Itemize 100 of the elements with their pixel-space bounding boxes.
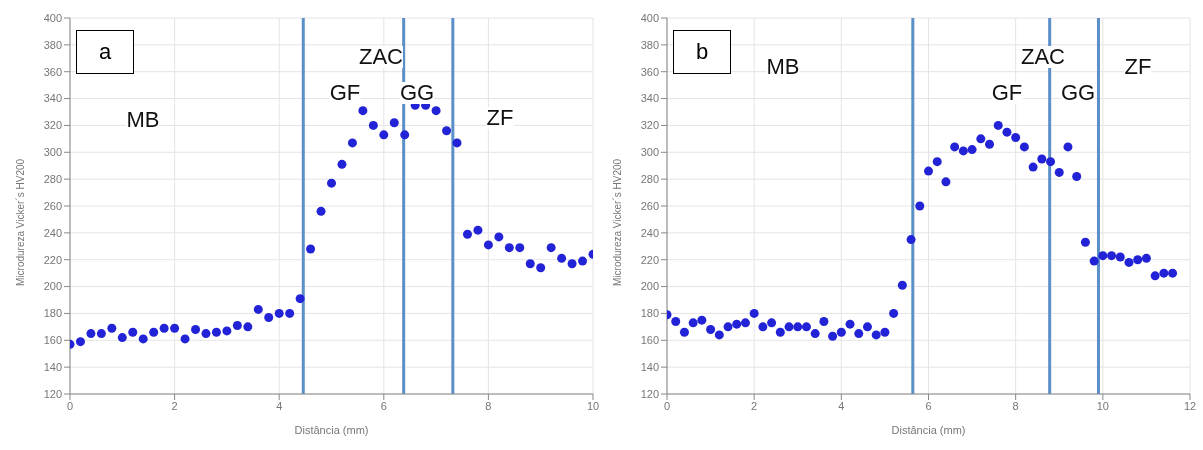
point <box>671 316 681 326</box>
point <box>793 322 803 332</box>
point <box>170 323 180 333</box>
y-tick-label: 340 <box>640 92 659 105</box>
point <box>810 329 820 339</box>
point <box>211 327 221 337</box>
point <box>159 323 169 333</box>
point <box>906 235 916 245</box>
point <box>389 118 399 128</box>
point <box>274 308 284 318</box>
point <box>379 130 389 140</box>
point <box>96 329 106 339</box>
point <box>1054 167 1064 177</box>
y-tick-label: 300 <box>640 146 659 159</box>
point <box>107 323 117 333</box>
x-axis-title: Distância (mm) <box>294 424 369 436</box>
x-tick-label: 8 <box>485 399 492 412</box>
point <box>1168 268 1178 278</box>
point <box>1072 171 1082 181</box>
y-tick-label: 180 <box>43 307 62 320</box>
point <box>950 142 960 152</box>
point <box>775 327 785 337</box>
point <box>1019 142 1029 152</box>
point <box>924 166 933 176</box>
point <box>958 146 968 156</box>
y-tick-label: 200 <box>43 280 62 293</box>
y-tick-label: 120 <box>640 387 659 400</box>
annotation: ZF <box>486 105 514 130</box>
point <box>862 322 872 332</box>
y-tick-label: 380 <box>43 38 62 51</box>
point <box>740 318 750 328</box>
point <box>819 316 829 326</box>
point <box>557 253 567 263</box>
y-tick-label: 280 <box>43 173 62 186</box>
point <box>1098 251 1108 261</box>
point <box>1046 157 1056 167</box>
y-tick-label: 320 <box>43 119 62 132</box>
x-axis-title: Distância (mm) <box>891 424 966 436</box>
point <box>880 327 890 337</box>
x-tick-label: 2 <box>171 399 178 412</box>
point <box>732 319 742 329</box>
y-tick-label: 220 <box>43 253 62 266</box>
point <box>567 259 577 269</box>
point <box>306 244 316 254</box>
point <box>285 308 295 318</box>
point <box>932 157 942 167</box>
point <box>1133 255 1143 265</box>
point <box>578 256 588 266</box>
point <box>515 243 525 253</box>
point <box>688 318 698 328</box>
point <box>854 329 864 339</box>
y-tick-label: 220 <box>640 253 659 266</box>
point <box>316 206 326 216</box>
point <box>801 322 811 332</box>
x-tick-label: 0 <box>663 399 671 412</box>
point <box>368 120 378 130</box>
x-tick-label: 6 <box>925 399 932 412</box>
x-tick-label: 4 <box>838 399 845 412</box>
point <box>871 330 881 340</box>
point <box>494 232 504 242</box>
point <box>679 327 689 337</box>
point <box>1002 127 1012 137</box>
point <box>201 329 211 339</box>
point <box>253 304 263 314</box>
x-tick-label: 0 <box>66 399 74 412</box>
x-tick-label: 6 <box>380 399 387 412</box>
point <box>723 322 733 332</box>
point <box>117 333 127 343</box>
point <box>985 139 995 149</box>
point <box>75 337 85 347</box>
y-tick-label: 340 <box>43 92 62 105</box>
point <box>327 178 336 188</box>
point <box>149 327 159 337</box>
point <box>845 319 855 329</box>
point <box>1037 154 1047 164</box>
y-tick-label: 140 <box>640 361 659 374</box>
y-tick-label: 180 <box>640 307 659 320</box>
point <box>337 159 347 169</box>
point <box>784 322 794 332</box>
point <box>993 120 1003 130</box>
point <box>1011 133 1021 143</box>
point <box>232 321 242 331</box>
point <box>222 326 232 336</box>
point <box>897 280 907 290</box>
point <box>706 325 716 335</box>
y-tick-label: 360 <box>43 65 62 78</box>
x-tick-label: 4 <box>276 399 283 412</box>
y-axis-title: Microdureza Vicker´s HV200 <box>611 158 623 286</box>
point <box>536 263 546 273</box>
point <box>452 138 462 148</box>
y-tick-label: 260 <box>640 199 659 212</box>
y-tick-label: 320 <box>640 119 659 132</box>
y-tick-label: 120 <box>43 387 62 400</box>
point <box>1141 253 1151 263</box>
annotation: GF <box>991 80 1023 105</box>
point <box>264 312 274 322</box>
point <box>546 243 556 253</box>
point <box>180 334 190 344</box>
point <box>191 325 201 335</box>
point <box>138 334 148 344</box>
